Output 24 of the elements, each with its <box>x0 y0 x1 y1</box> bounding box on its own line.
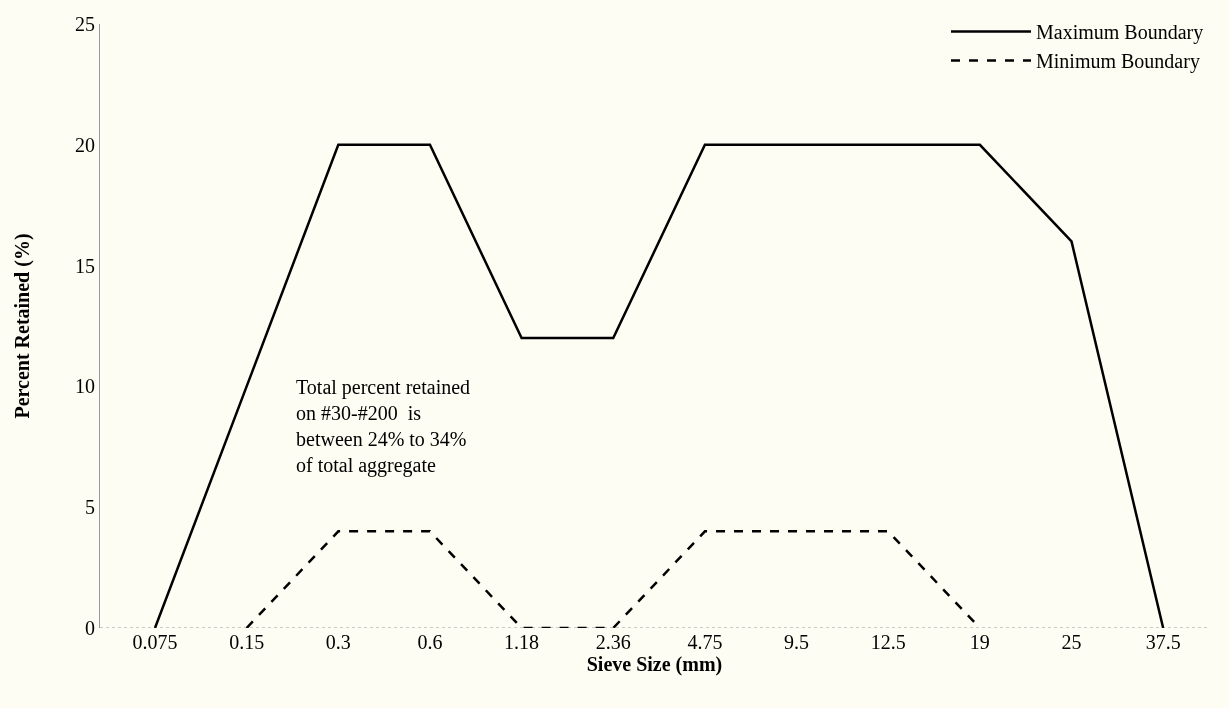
x-tick-label: 0.075 <box>132 631 178 653</box>
y-axis-title: Percent Retained (%) <box>10 233 34 419</box>
x-tick-label: 37.5 <box>1145 631 1181 653</box>
line-series <box>153 143 1165 628</box>
legend-label: Minimum Boundary <box>1036 50 1200 74</box>
y-tick-label: 10 <box>75 375 95 398</box>
annotation: Total percent retained on #30-#200 is between 24% to 34% of total aggregate <box>296 376 471 477</box>
x-tick-label: 12.5 <box>870 631 906 653</box>
x-tick-label: 0.6 <box>417 631 443 653</box>
y-tick-label: 20 <box>75 133 95 156</box>
x-tick-label: 9.5 <box>784 631 810 653</box>
x-tick-label: 1.18 <box>504 631 540 653</box>
y-tick-label: 15 <box>75 254 95 277</box>
x-tick-label: 0.15 <box>229 631 265 653</box>
y-tick-label: 0 <box>85 617 95 639</box>
x-axis-title: Sieve Size (mm) <box>586 653 723 676</box>
y-tick-label: 25 <box>75 13 95 35</box>
x-tick-label: 0.3 <box>325 631 351 653</box>
x-tick-label: 2.36 <box>595 631 631 653</box>
x-tick-label: 4.75 <box>687 631 723 653</box>
y-tick-label: 5 <box>85 496 95 519</box>
legend-label: Maximum Boundary <box>1036 21 1204 45</box>
x-tick-label: 25 <box>1061 631 1082 653</box>
x-tick-label: 19 <box>969 631 990 653</box>
